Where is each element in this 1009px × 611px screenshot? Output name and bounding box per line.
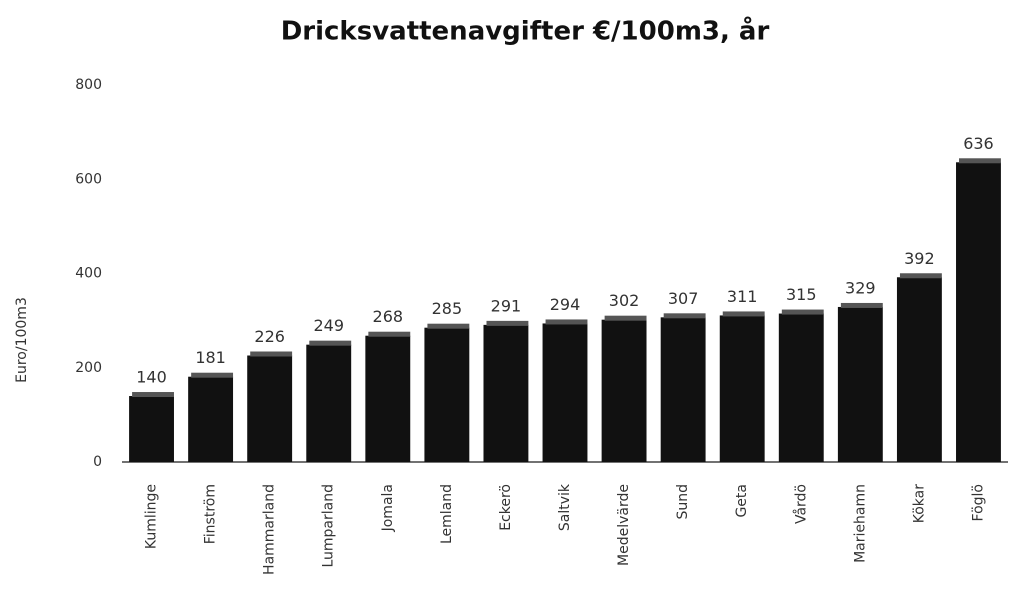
y-tick-label: 400 [75,266,102,282]
x-tick-label: Hammarland [262,484,278,575]
x-tick-label: Sund [675,484,691,520]
x-tick-label: Vårdö [792,484,809,524]
bar [660,317,706,462]
bar-top [368,331,411,337]
data-label: 307 [668,289,699,308]
bar-top [309,340,352,346]
bar-top [132,392,174,398]
x-tick-label: Kökar [911,484,927,523]
bar-top [722,311,765,317]
bar-top [959,158,1001,164]
x-tick-label: Kumlinge [144,484,160,549]
data-label: 392 [904,249,935,268]
data-label: 291 [491,296,522,315]
bar [542,323,588,462]
y-tick-label: 0 [93,454,102,470]
bar-top [486,320,529,326]
data-label: 302 [609,291,640,310]
bar [424,327,470,462]
y-tick-label: 600 [75,171,102,187]
bar-top [840,302,883,308]
x-tick-label: Jomala [380,484,396,532]
bar [778,313,824,462]
x-tick-label: Medelvärde [616,484,632,566]
bar [129,396,174,462]
x-tick-label: Föglö [970,484,986,521]
bar [306,344,352,462]
x-tick-label: Mariehamn [852,484,868,563]
chart-title: Dricksvattenavgifter €/100m3, år [281,15,770,47]
y-tick-label: 200 [75,360,102,376]
bar-top [191,372,234,378]
data-label: 285 [432,299,463,318]
data-label: 636 [963,134,994,153]
bar [719,315,765,462]
bar-top [604,315,647,321]
x-tick-label: Eckerö [498,484,514,531]
y-tick-label: 800 [75,77,102,93]
bar-top [663,313,706,319]
bar [247,355,293,462]
data-label: 329 [845,278,876,297]
bar [956,162,1001,462]
bar [896,277,942,462]
bar-top [899,273,942,279]
data-label: 294 [550,295,581,314]
x-tick-label: Lumparland [321,484,337,568]
bar-top [781,309,824,315]
x-tick-label: Saltvik [557,483,573,531]
data-label: 140 [136,368,167,387]
y-axis-label: Euro/100m3 [14,297,30,383]
data-label: 268 [373,307,404,326]
bar [365,335,411,462]
x-tick-label: Finström [203,484,219,544]
data-label: 226 [254,327,285,346]
x-tick-label: Lemland [439,484,455,544]
bar [188,376,234,462]
bar-top [427,323,470,329]
x-tick-label: Geta [734,484,750,518]
bar [837,306,883,462]
data-label: 315 [786,285,817,304]
bar [601,319,647,462]
bar-top [250,351,293,357]
data-label: 181 [195,348,226,367]
data-label: 311 [727,287,758,306]
data-label: 249 [313,316,344,335]
bar [483,324,529,462]
bar-top [545,319,588,325]
